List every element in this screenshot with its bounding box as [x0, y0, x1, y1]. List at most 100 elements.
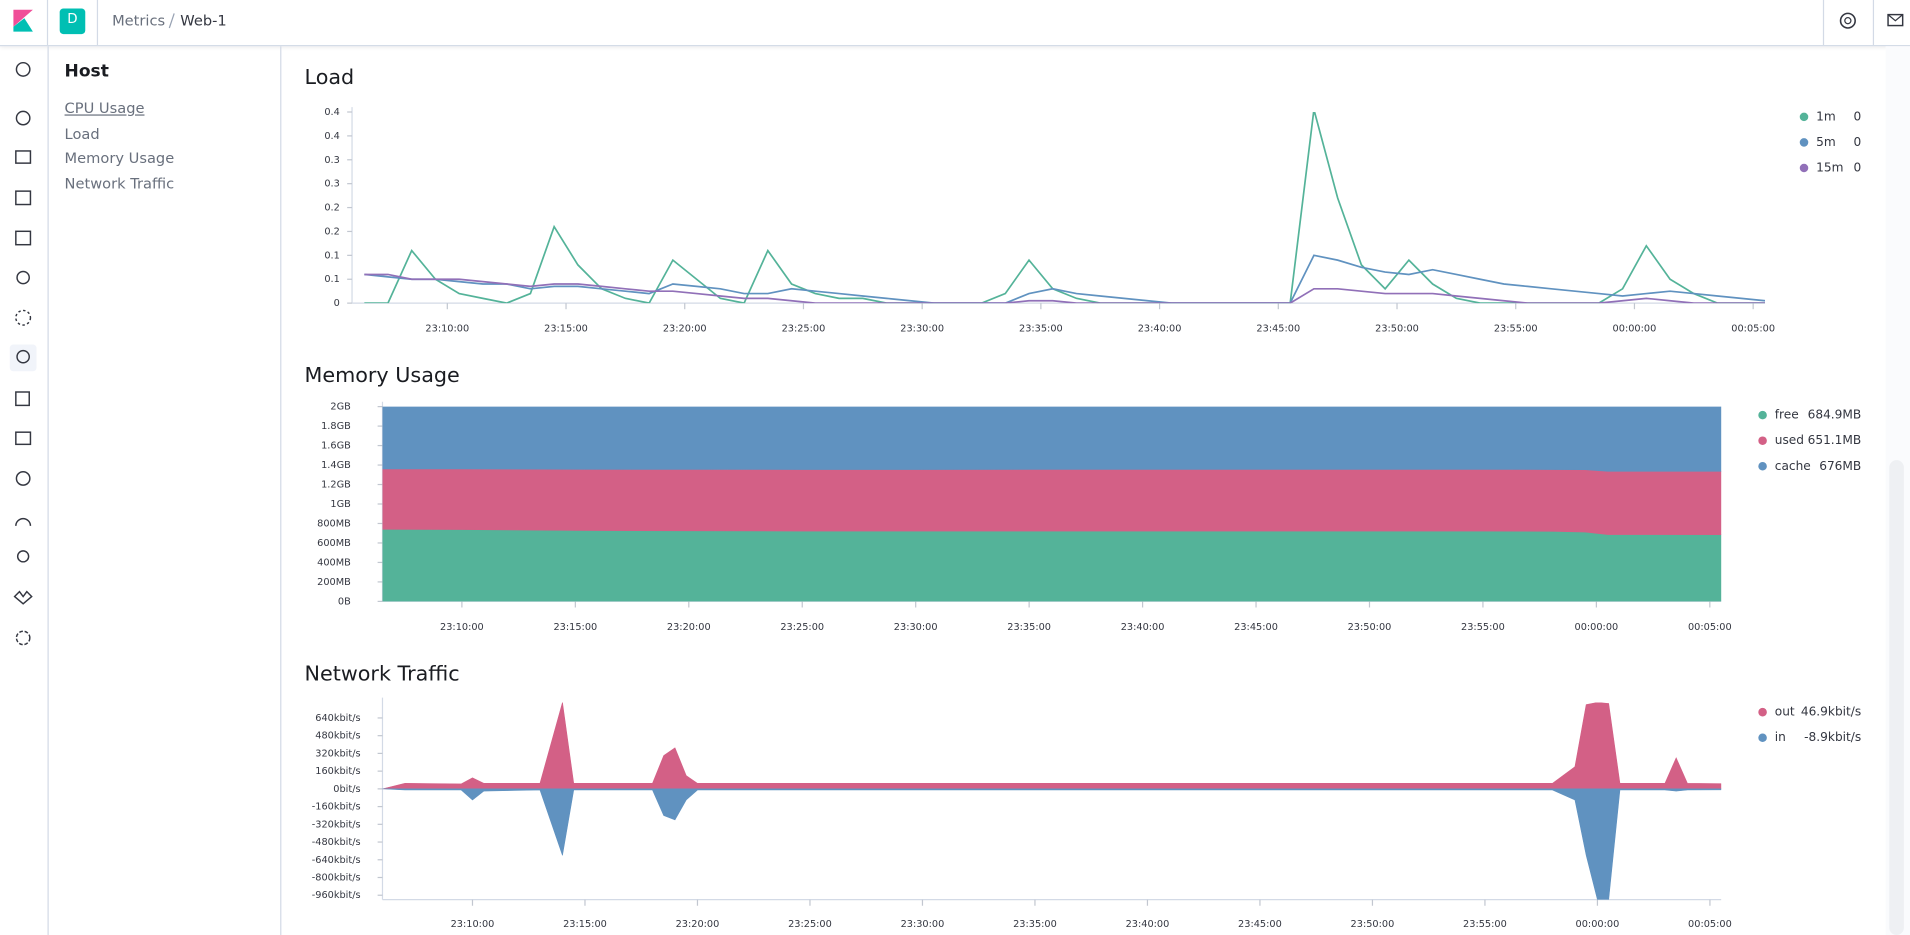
- legend-label: cache: [1775, 459, 1811, 473]
- nav-icon[interactable]: [16, 270, 30, 285]
- breadcrumb-separator: [168, 13, 175, 29]
- nav-icon[interactable]: [15, 309, 32, 326]
- help-icon-inner: [1844, 17, 1852, 25]
- x-tick-label: 23:25:00: [788, 919, 832, 930]
- nav-icon[interactable]: [15, 61, 31, 77]
- scrollbar[interactable]: [1885, 46, 1910, 935]
- avatar-letter: D: [67, 10, 78, 27]
- mail-icon[interactable]: [1887, 13, 1904, 27]
- y-tick-label: 1.8GB: [321, 421, 351, 432]
- y-tick-label: -960kbit/s: [312, 890, 361, 901]
- nav-link[interactable]: Network Traffic: [64, 175, 175, 193]
- nav-icon[interactable]: [15, 471, 31, 486]
- area: [382, 529, 1722, 602]
- legend-label: out: [1775, 705, 1795, 719]
- legend-value: 684.9MB: [1808, 408, 1862, 422]
- chart-title: Memory Usage: [305, 363, 460, 387]
- y-tick-label: 0.4: [324, 107, 339, 118]
- y-tick-label: 480kbit/s: [315, 731, 360, 742]
- nav-icon[interactable]: [16, 349, 30, 364]
- sidebar-title: Host: [64, 62, 109, 82]
- chart-title: Load: [305, 65, 355, 89]
- area: [382, 406, 1722, 472]
- nav-link[interactable]: Load: [64, 125, 100, 143]
- y-tick-label: -320kbit/s: [312, 819, 361, 830]
- legend-label: in: [1775, 730, 1786, 744]
- x-tick-label: 23:40:00: [1121, 622, 1165, 633]
- chart-title: Network Traffic: [305, 661, 460, 685]
- nav-icon[interactable]: [15, 630, 31, 646]
- x-tick-label: 23:10:00: [440, 622, 484, 633]
- legend-swatch: [1758, 707, 1767, 717]
- legend-value: 651.1MB: [1808, 433, 1862, 447]
- nav-icon[interactable]: [15, 517, 32, 526]
- y-tick-label: 1.4GB: [321, 460, 351, 471]
- x-tick-label: 00:05:00: [1688, 919, 1732, 930]
- x-tick-label: 23:10:00: [425, 324, 469, 335]
- x-tick-label: 23:35:00: [1013, 919, 1057, 930]
- y-tick-label: 0.4: [324, 131, 339, 142]
- x-tick-label: 23:55:00: [1461, 622, 1505, 633]
- legend-swatch: [1799, 163, 1809, 173]
- nav-link[interactable]: Memory Usage: [64, 149, 175, 167]
- x-tick-label: 23:35:00: [1019, 324, 1063, 335]
- nav-icon[interactable]: [15, 190, 32, 206]
- header-graphics: [13, 0, 1904, 46]
- y-tick-label: 0.3: [324, 155, 339, 166]
- area: [382, 788, 1722, 900]
- y-tick-label: 0.2: [324, 226, 339, 237]
- y-tick-label: 0bit/s: [333, 784, 360, 795]
- x-tick-label: 23:45:00: [1256, 324, 1300, 335]
- y-tick-label: 320kbit/s: [315, 748, 360, 759]
- breadcrumb[interactable]: Metrics: [112, 12, 166, 30]
- nav-icon[interactable]: [15, 431, 32, 446]
- legend-label: 15m: [1816, 161, 1843, 175]
- legend-swatch: [1758, 462, 1767, 471]
- nav-icon[interactable]: [13, 590, 33, 605]
- x-tick-label: 00:00:00: [1575, 622, 1619, 633]
- y-tick-label: 0: [334, 298, 340, 309]
- breadcrumb-current: Web-1: [180, 12, 227, 30]
- logo[interactable]: [13, 9, 33, 27]
- nav-icon[interactable]: [15, 230, 32, 246]
- x-tick-label: 23:45:00: [1238, 919, 1282, 930]
- legend-swatch: [1758, 733, 1767, 743]
- nav-icon[interactable]: [15, 110, 31, 126]
- y-tick-label: 0B: [338, 596, 351, 607]
- scrollbar-thumb[interactable]: [1889, 460, 1904, 935]
- nav-link[interactable]: CPU Usage: [64, 99, 145, 117]
- y-tick-label: -800kbit/s: [312, 873, 361, 884]
- line: [364, 273, 1766, 304]
- y-tick-label: 1GB: [330, 499, 350, 510]
- x-tick-label: 23:20:00: [663, 324, 707, 335]
- y-tick-label: 600MB: [317, 538, 351, 549]
- y-tick-label: 640kbit/s: [315, 713, 360, 724]
- x-tick-label: 00:00:00: [1613, 324, 1657, 335]
- line: [364, 112, 1766, 304]
- x-tick-label: 23:30:00: [901, 919, 945, 930]
- x-tick-label: 23:55:00: [1494, 324, 1538, 335]
- nav-icon[interactable]: [15, 150, 32, 164]
- sidebar: Host CPU Usage Load Memory Usage Network…: [49, 46, 282, 935]
- y-tick-label: 2GB: [330, 402, 350, 413]
- x-tick-label: 23:35:00: [1007, 622, 1051, 633]
- x-tick-label: 23:55:00: [1463, 919, 1507, 930]
- y-tick-label: -480kbit/s: [312, 837, 361, 848]
- space-avatar[interactable]: [59, 8, 86, 35]
- nav-icon[interactable]: [15, 391, 30, 407]
- x-tick-label: 23:10:00: [451, 919, 495, 930]
- y-tick-label: 0.2: [324, 203, 339, 214]
- area: [382, 702, 1722, 790]
- y-tick-label: -640kbit/s: [312, 855, 361, 866]
- x-tick-label: 23:40:00: [1126, 919, 1170, 930]
- nav-icon[interactable]: [16, 550, 30, 563]
- y-tick-label: 160kbit/s: [315, 766, 360, 777]
- legend-label: used: [1775, 433, 1804, 447]
- logo-part: [13, 18, 33, 32]
- icon-rail: [0, 46, 49, 935]
- y-tick-label: 400MB: [317, 557, 351, 568]
- help-icon[interactable]: [1839, 12, 1856, 29]
- x-tick-label: 00:05:00: [1731, 324, 1775, 335]
